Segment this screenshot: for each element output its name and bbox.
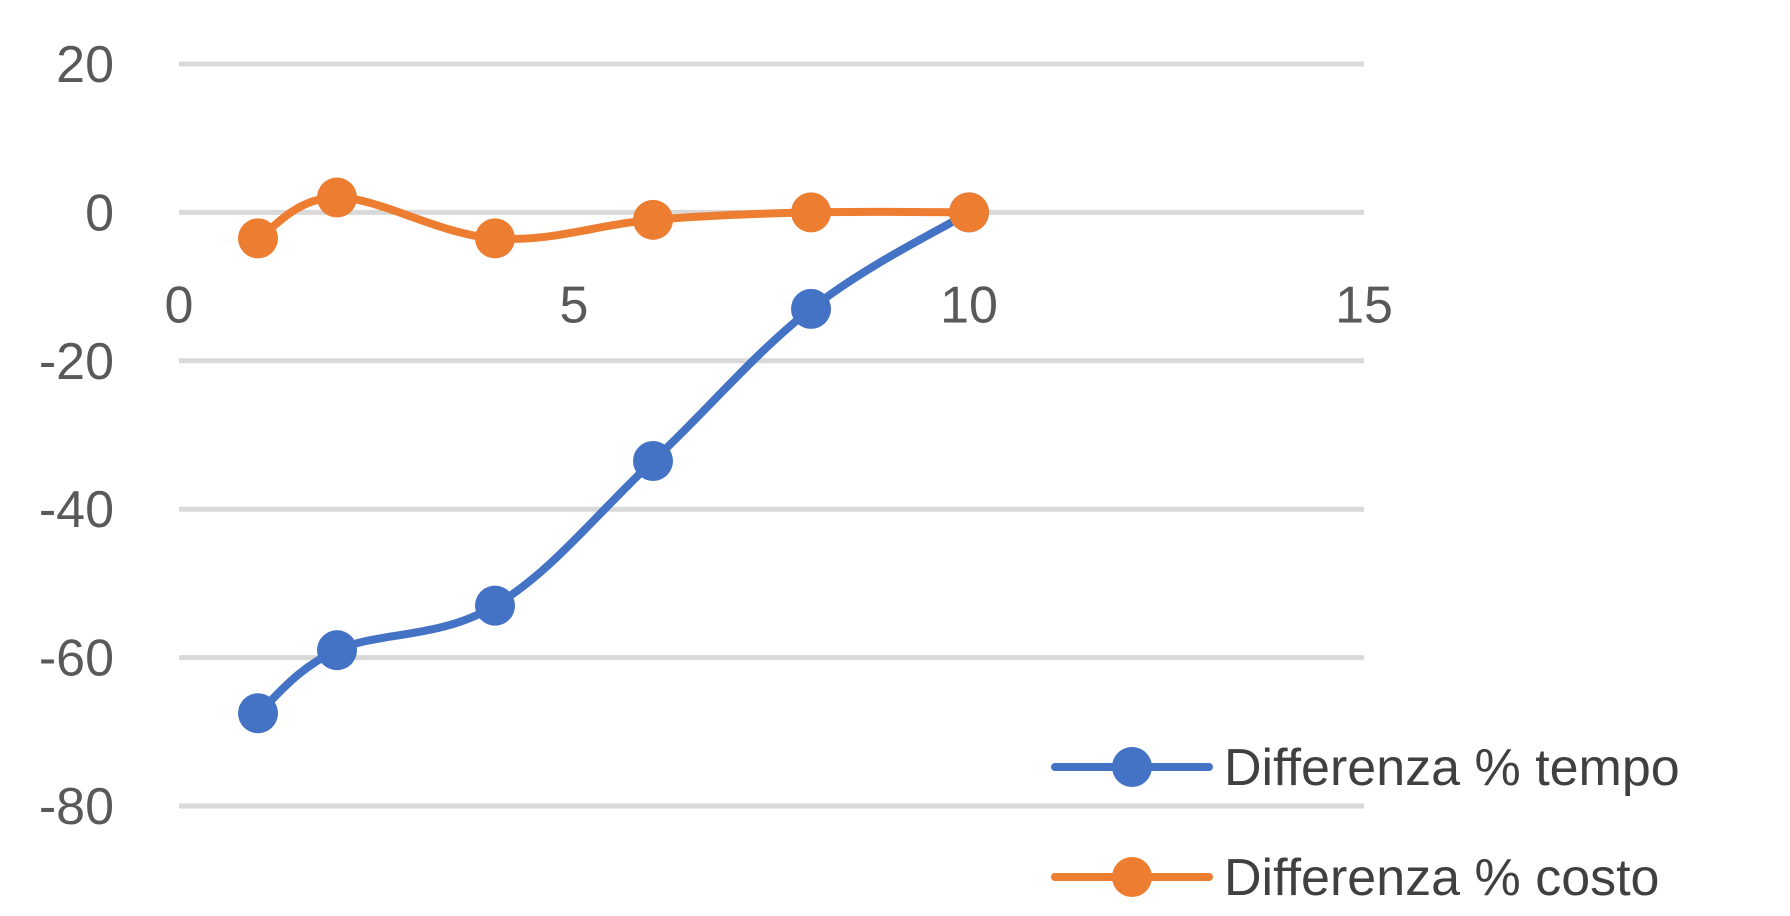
data-point	[317, 630, 357, 671]
x-tick-label: 15	[1335, 276, 1393, 334]
legend-item-2: Differenza % costo	[1051, 849, 1659, 907]
data-point	[633, 199, 673, 240]
legend: Differenza % tempo Differenza % costo	[1051, 739, 1680, 907]
data-point	[791, 192, 831, 233]
x-tick-label: 0	[165, 276, 194, 334]
series-line	[254, 208, 973, 718]
gridlines	[179, 61, 1364, 809]
legend-item-1: Differenza % tempo	[1051, 739, 1680, 797]
legend-label: Differenza % tempo	[1224, 739, 1680, 797]
legend-marker-icon	[1112, 857, 1152, 897]
legend-label: Differenza % costo	[1224, 849, 1659, 907]
data-point	[317, 177, 357, 218]
y-tick-label: 20	[56, 36, 114, 94]
data-point	[791, 288, 831, 329]
legend-marker-icon	[1112, 747, 1152, 787]
y-tick-label: -20	[39, 333, 114, 391]
data-point	[475, 218, 515, 259]
y-tick-label: -60	[39, 630, 114, 688]
y-tick-label: 0	[85, 184, 114, 242]
data-point	[633, 440, 673, 481]
data-point	[238, 693, 278, 734]
x-tick-label: 5	[560, 276, 589, 334]
series-1	[238, 192, 989, 734]
data-point	[238, 218, 278, 259]
y-tick-label: -40	[39, 481, 114, 539]
y-tick-label: -80	[39, 778, 114, 836]
data-point	[949, 192, 989, 233]
series-group	[238, 177, 989, 734]
x-tick-label: 10	[940, 276, 998, 334]
series-2	[238, 177, 989, 259]
x-axis-ticks: 0 5 10 15	[165, 276, 1393, 334]
y-axis-ticks: 20 0 -20 -40 -60 -80	[39, 36, 114, 836]
series-line	[254, 193, 973, 243]
data-point	[475, 585, 515, 626]
